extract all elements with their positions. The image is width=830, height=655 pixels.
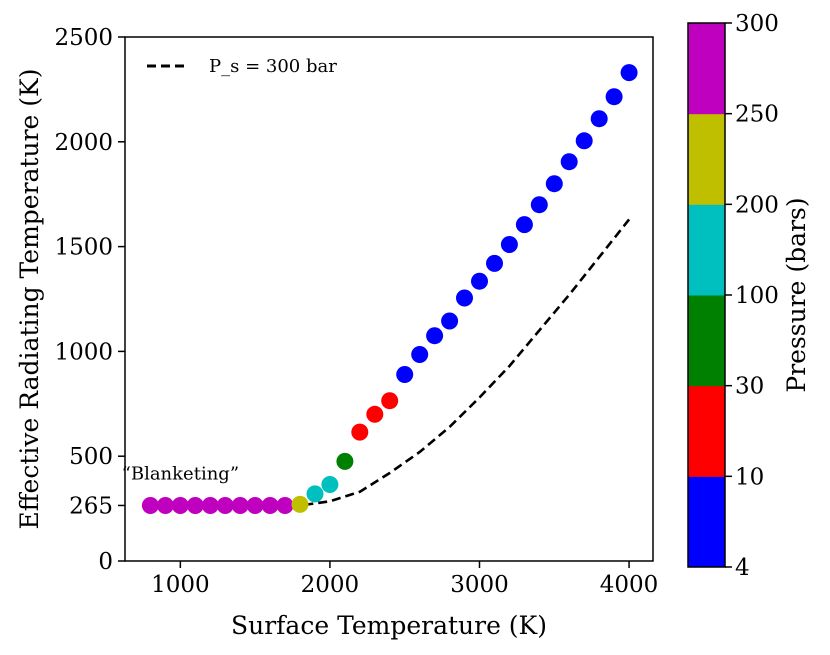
data-point [545,175,563,193]
colorbar-segment [688,113,725,205]
data-point [201,497,219,514]
blanketing-annotation: “Blanketing” [122,463,239,484]
data-point [426,327,444,345]
y-tick-label: 2000 [54,130,113,156]
data-point [620,64,638,82]
data-point [246,497,264,514]
data-point [351,423,369,441]
x-tick-label: 4000 [600,572,659,598]
data-point [141,497,159,514]
colorbar-tick-label: 4 [735,555,750,581]
colorbar-segment [688,204,725,296]
colorbar-tick-label: 300 [735,11,779,37]
data-point [366,405,384,423]
x-tick-label: 1000 [151,572,210,598]
x-tick-label: 2000 [301,572,360,598]
data-point [231,497,249,514]
data-point [560,153,578,171]
data-point [216,497,234,514]
colorbar-segment [688,295,725,387]
data-point [456,289,473,307]
legend: P_s = 300 bar [147,56,337,77]
data-point [530,196,548,214]
data-point [471,272,488,290]
data-point [605,88,623,106]
colorbar-segment [688,476,725,568]
colorbar-segment [688,23,725,115]
data-point [336,452,354,470]
data-point [381,392,399,410]
data-point [575,132,593,150]
data-point [411,346,429,363]
y-tick-label: 1000 [54,339,113,365]
data-point [321,476,339,493]
colorbar [688,23,725,568]
colorbar-tick-label: 30 [735,374,764,400]
data-point [486,254,503,272]
colorbar-segment [688,385,725,477]
colorbar-tick-label: 200 [735,192,779,218]
y-tick-label: 265 [69,493,113,519]
data-point [396,366,414,383]
y-tick-label: 500 [69,444,113,470]
colorbar-ticks: 4 10 30 100 200 250 300 [725,11,779,581]
data-point [156,497,174,514]
colorbar-label: Pressure (bars) [782,197,811,392]
plot-frame [124,36,654,562]
colorbar-tick-label: 10 [735,464,764,490]
y-tick-label: 1500 [54,235,113,261]
data-point [276,497,294,514]
legend-label: P_s = 300 bar [209,56,337,77]
data-point [306,485,324,503]
data-point [441,312,459,330]
data-point [171,497,189,514]
plot-area [141,64,638,514]
x-ticks: 1000 2000 3000 4000 [151,561,658,598]
x-tick-label: 3000 [450,572,509,598]
data-point [590,110,608,128]
colorbar-tick-label: 100 [735,283,779,309]
y-ticks: 0 265 500 1000 1500 2000 2500 [54,25,125,575]
marker-group [141,64,638,514]
y-tick-label: 0 [98,549,113,575]
y-tick-label: 2500 [54,25,113,51]
x-axis-label: Surface Temperature (K) [231,611,547,640]
y-axis-label: Effective Radiating Temperature (K) [15,69,44,530]
data-point [500,236,518,253]
data-point [186,497,204,514]
data-point [261,497,279,514]
colorbar-tick-label: 250 [735,102,779,128]
data-point [515,216,533,234]
data-point [291,495,309,513]
